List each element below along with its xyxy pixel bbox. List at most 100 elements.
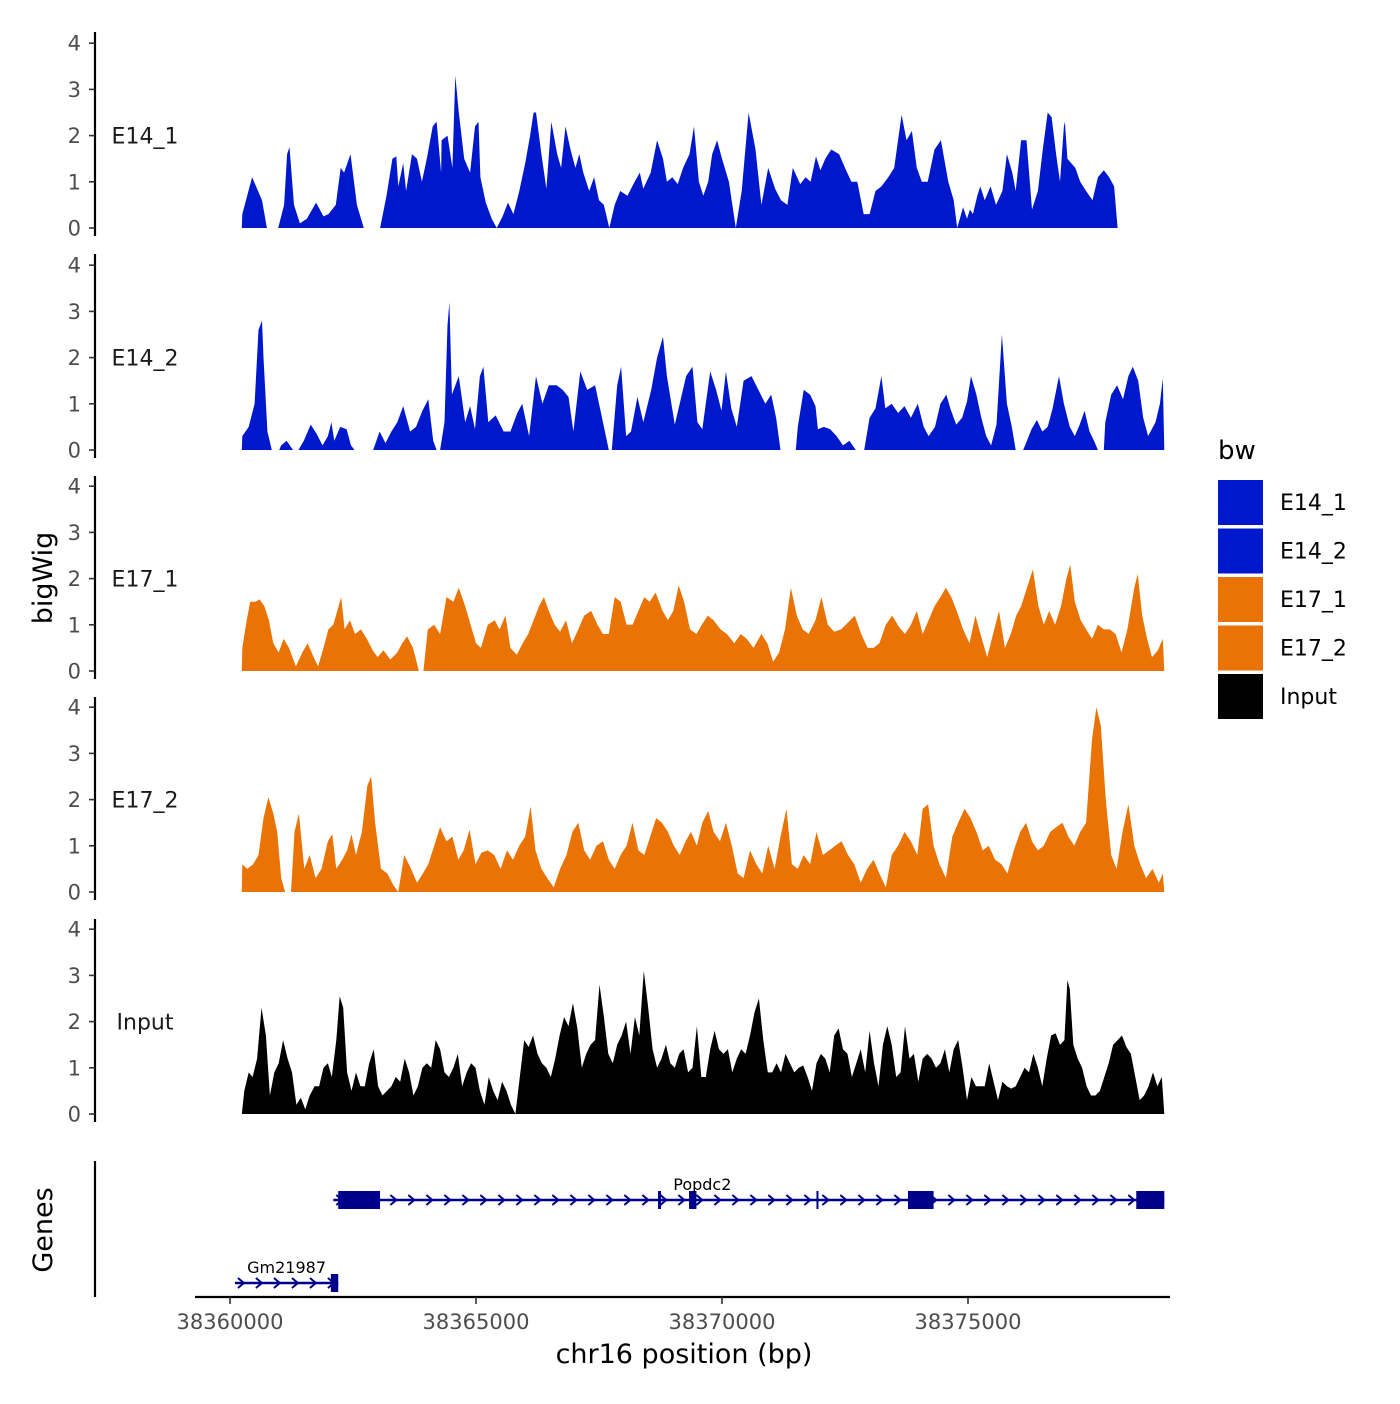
strand-chevron: [273, 1277, 282, 1289]
y-tick-label: 2: [68, 1010, 81, 1034]
y-tick-label: 3: [68, 521, 81, 545]
gene-gm21987: Gm21987: [234, 1258, 339, 1292]
strand-chevron: [309, 1277, 318, 1289]
strand-chevron: [965, 1194, 974, 1206]
legend: bw E14_1 E14_2 E17_1 E17_2 Input: [1218, 436, 1347, 719]
y-tick-label: 2: [68, 567, 81, 591]
y-tick-label: 3: [68, 964, 81, 988]
strand-chevron: [983, 1194, 992, 1206]
x-tick-label: 38360000: [177, 1310, 284, 1334]
y-tick-label: 4: [68, 696, 81, 720]
strand-chevron: [569, 1194, 578, 1206]
x-tick-label: 38365000: [423, 1310, 530, 1334]
strand-chevron: [479, 1194, 488, 1206]
y-tick-label: 2: [68, 788, 81, 812]
track-e17-1: 0 1 2 3 4 E17_1: [68, 475, 1165, 684]
y-axis-title: bigWig: [28, 532, 59, 625]
legend-label: E17_2: [1280, 637, 1347, 662]
legend-swatch: [1218, 528, 1263, 574]
strand-chevron: [839, 1194, 848, 1206]
track-label: E14_1: [112, 125, 179, 150]
strand-chevron: [695, 1194, 704, 1206]
strand-chevron: [641, 1194, 650, 1206]
y-tick-label: 3: [68, 742, 81, 766]
signal-area: [241, 302, 1165, 450]
y-tick-label: 2: [68, 124, 81, 148]
genes-panel: Gm21987 Popdc2: [93, 1161, 1165, 1297]
y-tick-label: 0: [68, 439, 81, 463]
strand-chevron: [1001, 1194, 1010, 1206]
gene-popdc2: Popdc2: [333, 1175, 1165, 1209]
strand-chevron: [1019, 1194, 1028, 1206]
x-axis-title: chr16 position (bp): [556, 1339, 813, 1370]
strand-chevron: [515, 1194, 524, 1206]
gene-exon: [1136, 1191, 1165, 1209]
y-tick-label: 1: [68, 613, 81, 637]
y-tick-label: 1: [68, 392, 81, 416]
strand-chevron: [677, 1194, 686, 1206]
strand-chevron: [731, 1194, 740, 1206]
y-tick-label: 0: [68, 1103, 81, 1127]
strand-chevron: [713, 1194, 722, 1206]
y-tick-label: 3: [68, 300, 81, 324]
strand-chevron: [857, 1194, 866, 1206]
signal-area: [241, 707, 1165, 892]
legend-entry: Input: [1218, 674, 1337, 719]
track-input: 0 1 2 3 4 Input: [68, 918, 1165, 1127]
strand-chevron: [659, 1194, 668, 1206]
strand-chevron: [1127, 1194, 1136, 1206]
y-tick-label: 0: [68, 660, 81, 684]
x-tick-label: 38375000: [915, 1310, 1022, 1334]
gene-label: Popdc2: [673, 1175, 731, 1194]
strand-chevron: [425, 1194, 434, 1206]
signal-area: [241, 564, 1165, 671]
strand-chevron: [749, 1194, 758, 1206]
strand-chevron: [821, 1194, 830, 1206]
legend-swatch: [1218, 674, 1263, 719]
y-tick-label: 0: [68, 217, 81, 241]
strand-chevron: [237, 1277, 246, 1289]
strand-chevron: [767, 1194, 776, 1206]
strand-chevron: [1073, 1194, 1082, 1206]
track-e14-1: 0 1 2 3 4 E14_1: [68, 32, 1118, 241]
legend-label: E17_1: [1280, 588, 1347, 613]
legend-swatch: [1218, 625, 1263, 671]
y-tick-label: 4: [68, 254, 81, 278]
x-axis: 38360000 38365000 38370000 38375000: [177, 1295, 1170, 1334]
y-tick-label: 1: [68, 170, 81, 194]
signal-area: [241, 75, 1118, 228]
y-tick-label: 4: [68, 918, 81, 942]
legend-entry: E14_2: [1218, 528, 1347, 574]
strand-chevron: [1037, 1194, 1046, 1206]
y-tick-label: 1: [68, 834, 81, 858]
strand-chevron: [497, 1194, 506, 1206]
legend-title: bw: [1218, 436, 1256, 466]
y-tick-label: 0: [68, 881, 81, 905]
strand-chevron: [389, 1194, 398, 1206]
strand-chevron: [785, 1194, 794, 1206]
track-e17-2: 0 1 2 3 4 E17_2: [68, 696, 1165, 905]
strand-chevron: [461, 1194, 470, 1206]
y-tick-label: 4: [68, 32, 81, 56]
legend-label: Input: [1280, 685, 1337, 710]
legend-entry: E14_1: [1218, 480, 1347, 525]
legend-swatch: [1218, 480, 1263, 525]
gene-exon: [338, 1191, 381, 1209]
strand-chevron: [875, 1194, 884, 1206]
genes-axis-title: Genes: [28, 1187, 59, 1272]
gene-exon: [689, 1191, 697, 1209]
strand-chevron: [443, 1194, 452, 1206]
gene-exon: [816, 1191, 819, 1209]
strand-chevron: [1109, 1194, 1118, 1206]
track-label: E17_2: [112, 789, 179, 814]
gene-label: Gm21987: [247, 1258, 326, 1277]
signal-tracks: 0 1 2 3 4 E14_1 0 1 2 3 4 E14_2 0 1 2 3 4 E17_1 0 1 2 3 4 E17_2…: [68, 32, 1165, 1127]
strand-chevron: [407, 1194, 416, 1206]
y-tick-label: 1: [68, 1056, 81, 1080]
y-tick-label: 3: [68, 78, 81, 102]
strand-chevron: [947, 1194, 956, 1206]
strand-chevron: [255, 1277, 264, 1289]
legend-label: E14_1: [1280, 491, 1347, 516]
